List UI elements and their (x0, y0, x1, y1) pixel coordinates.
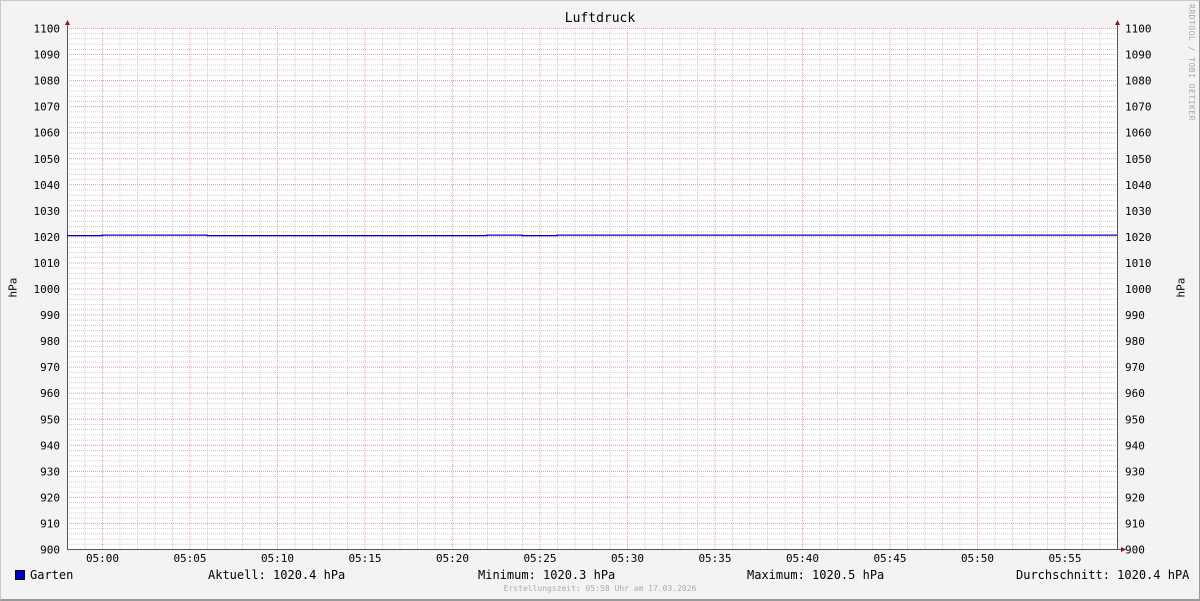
y-tick-label-right: 1080 (1125, 75, 1152, 88)
y-tick-label-left: 1010 (34, 257, 61, 270)
y-tick-label-left: 1030 (34, 205, 61, 218)
y-tick-label-right: 950 (1125, 413, 1145, 426)
y-tick-label-left: 900 (40, 544, 60, 557)
x-tick-label: 05:35 (698, 552, 731, 565)
x-tick-label: 05:00 (86, 552, 119, 565)
x-tick-label: 05:25 (523, 552, 556, 565)
y-tick-label-right: 960 (1125, 387, 1145, 400)
y-tick-label-left: 930 (40, 465, 60, 478)
y-tick-label-left: 970 (40, 361, 60, 374)
legend-durchschnitt: Durchschnitt: 1020.4 hPA (1016, 568, 1190, 582)
y-tick-label-right: 1030 (1125, 205, 1152, 218)
rrdtool-credit: RRDTOOL / TOBI OETIKER (1187, 4, 1196, 121)
y-tick-label-left: 1100 (34, 23, 61, 36)
y-tick-label-right: 1000 (1125, 283, 1152, 296)
y-tick-label-left: 1040 (34, 179, 61, 192)
y-tick-label-left: 910 (40, 517, 60, 530)
y-tick-label-left: 940 (40, 439, 60, 452)
y-tick-label-right: 1050 (1125, 153, 1152, 166)
y-tick-label-right: 1060 (1125, 127, 1152, 140)
y-tick-label-left: 960 (40, 387, 60, 400)
y-tick-label-right: 1090 (1125, 49, 1152, 62)
legend-aktuell: Aktuell: 1020.4 hPa (208, 568, 346, 582)
y-axis-arrow-icon (65, 20, 70, 25)
x-tick-label: 05:05 (173, 552, 206, 565)
x-axis-arrow-icon (1121, 547, 1126, 552)
y-tick-label-left: 1070 (34, 101, 61, 114)
y-tick-label-right: 1100 (1125, 23, 1152, 36)
x-tick-label: 05:40 (786, 552, 819, 565)
y-tick-label-right: 1070 (1125, 101, 1152, 114)
y-tick-label-right: 970 (1125, 361, 1145, 374)
y-axis-arrow-right-icon (1115, 20, 1120, 25)
footer-timestamp: Erstellungszeit: 05:58 Uhr am 17.03.2026 (503, 584, 697, 593)
x-tick-label: 05:15 (348, 552, 381, 565)
x-tick-label: 05:10 (261, 552, 294, 565)
y-tick-label-right: 900 (1125, 544, 1145, 557)
y-tick-label-left: 1050 (34, 153, 61, 166)
y-tick-label-left: 990 (40, 309, 60, 322)
y-tick-label-right: 980 (1125, 335, 1145, 348)
y-tick-label-right: 1020 (1125, 231, 1152, 244)
y-tick-label-left: 920 (40, 491, 60, 504)
series-line-garten (67, 234, 1117, 237)
y-tick-label-right: 1010 (1125, 257, 1152, 270)
y-tick-label-right: 1040 (1125, 179, 1152, 192)
y-tick-label-right: 910 (1125, 517, 1145, 530)
y-tick-label-left: 1090 (34, 49, 61, 62)
y-tick-label-left: 950 (40, 413, 60, 426)
y-tick-label-left: 1080 (34, 75, 61, 88)
y-tick-label-left: 1060 (34, 127, 61, 140)
y-tick-label-right: 930 (1125, 465, 1145, 478)
y-tick-label-right: 990 (1125, 309, 1145, 322)
legend-minimum: Minimum: 1020.3 hPa (478, 568, 616, 582)
x-tick-label: 05:55 (1048, 552, 1081, 565)
x-tick-label: 05:45 (873, 552, 906, 565)
x-tick-label: 05:50 (961, 552, 994, 565)
y-tick-label-left: 980 (40, 335, 60, 348)
x-tick-label: 05:30 (611, 552, 644, 565)
legend-swatch-garten (15, 570, 25, 580)
chart-title: Luftdruck (564, 11, 636, 26)
y-tick-label-left: 1020 (34, 231, 61, 244)
legend-maximum: Maximum: 1020.5 hPa (747, 568, 885, 582)
x-tick-label: 05:20 (436, 552, 469, 565)
y-tick-label-left: 1000 (34, 283, 61, 296)
y-tick-label-right: 940 (1125, 439, 1145, 452)
y-tick-label-right: 920 (1125, 491, 1145, 504)
legend-series-name: Garten (30, 568, 74, 582)
